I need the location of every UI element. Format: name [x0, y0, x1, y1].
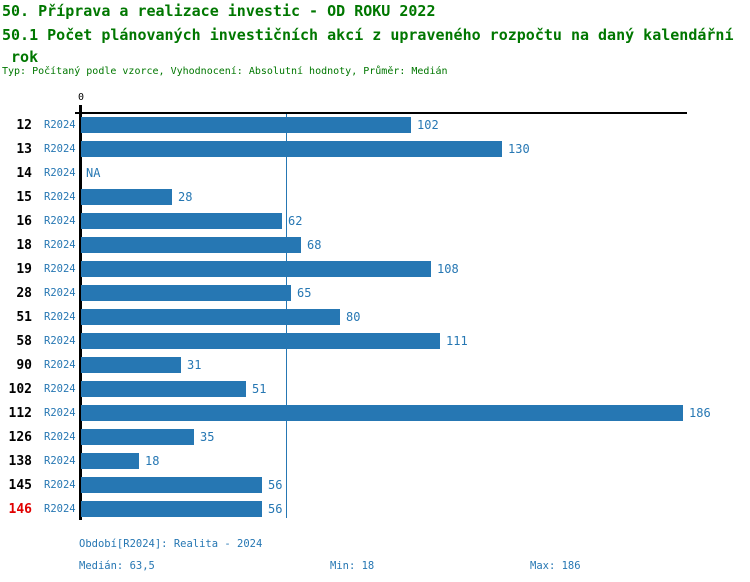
bar: [81, 453, 139, 469]
row-period-label: R2024: [44, 191, 76, 203]
row-category-label: 19: [16, 262, 32, 277]
bar-value-label: 35: [200, 430, 215, 444]
row-category-label: 15: [16, 190, 32, 205]
bar: [81, 381, 246, 397]
row-category-label: 13: [16, 142, 32, 157]
row-category-label: 58: [16, 334, 32, 349]
row-period-label: R2024: [44, 431, 76, 443]
row-period-label: R2024: [44, 503, 76, 515]
row-period-label: R2024: [44, 119, 76, 131]
footer-period-line: Období[R2024]: Realita - 2024: [79, 538, 263, 550]
bar-value-label: 56: [268, 478, 283, 492]
row-category-label: 102: [8, 382, 32, 397]
row-category-label: 51: [16, 310, 32, 325]
bar: [81, 333, 440, 349]
row-period-label: R2024: [44, 359, 76, 371]
bar-value-label: 51: [252, 382, 267, 396]
bar-value-label: 130: [508, 142, 530, 156]
x-axis-zero-tick-label: 0: [77, 92, 85, 103]
row-period-label: R2024: [44, 479, 76, 491]
row-period-label: R2024: [44, 215, 76, 227]
row-category-label: 126: [8, 430, 32, 445]
row-period-label: R2024: [44, 407, 76, 419]
bar-value-label: 186: [689, 406, 711, 420]
bar: [81, 357, 181, 373]
bar-value-label: 65: [297, 286, 312, 300]
bar: [81, 117, 411, 133]
bar: [81, 213, 282, 229]
footer-max-stat: Max: 186: [530, 560, 581, 572]
bar: [81, 429, 194, 445]
row-category-label: 90: [16, 358, 32, 373]
row-category-label: 138: [8, 454, 32, 469]
bar: [81, 237, 301, 253]
row-category-label: 12: [16, 118, 32, 133]
bar-value-label: 111: [446, 334, 468, 348]
bar-value-label: 18: [145, 454, 160, 468]
bar: [81, 501, 262, 517]
row-category-label: 28: [16, 286, 32, 301]
footer-median-stat: Medián: 63,5: [79, 560, 155, 572]
row-period-label: R2024: [44, 383, 76, 395]
row-period-label: R2024: [44, 455, 76, 467]
bar: [81, 261, 431, 277]
row-period-label: R2024: [44, 311, 76, 323]
report-meta-line: Typ: Počítaný podle vzorce, Vyhodnocení:…: [2, 66, 448, 77]
bar-value-label: 62: [288, 214, 303, 228]
row-category-label: 146: [8, 502, 32, 517]
report-title-line1: 50. Příprava a realizace investic - OD R…: [2, 2, 436, 20]
bar-value-label: 108: [437, 262, 459, 276]
y-axis-line: [79, 105, 82, 520]
row-period-label: R2024: [44, 263, 76, 275]
na-value-label: NA: [86, 166, 101, 180]
bar: [81, 189, 172, 205]
bar: [81, 477, 262, 493]
bar-value-label: 31: [187, 358, 202, 372]
footer-min-stat: Min: 18: [330, 560, 375, 572]
bar: [81, 285, 291, 301]
row-period-label: R2024: [44, 287, 76, 299]
bar-value-label: 56: [268, 502, 283, 516]
bar: [81, 309, 340, 325]
bar-value-label: 28: [178, 190, 193, 204]
row-category-label: 145: [8, 478, 32, 493]
row-period-label: R2024: [44, 239, 76, 251]
report-title-line3: rok: [2, 48, 39, 66]
row-category-label: 14: [16, 166, 32, 181]
row-period-label: R2024: [44, 335, 76, 347]
bar-value-label: 80: [346, 310, 361, 324]
report-title-line2: 50.1 Počet plánovaných investičních akcí…: [2, 26, 734, 44]
row-period-label: R2024: [44, 143, 76, 155]
row-category-label: 18: [16, 238, 32, 253]
bar: [81, 141, 502, 157]
row-category-label: 16: [16, 214, 32, 229]
bar: [81, 405, 683, 421]
row-period-label: R2024: [44, 167, 76, 179]
bar-value-label: 102: [417, 118, 439, 132]
x-axis-line: [75, 112, 687, 114]
row-category-label: 112: [8, 406, 32, 421]
bar-value-label: 68: [307, 238, 322, 252]
